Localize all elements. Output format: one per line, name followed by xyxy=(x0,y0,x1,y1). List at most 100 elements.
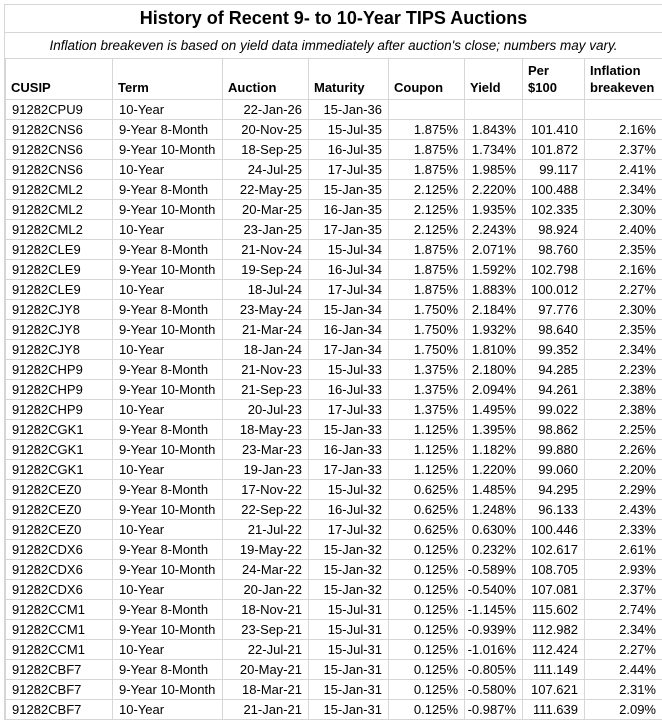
table-cell: 1.875% xyxy=(389,160,465,180)
table-cell: 21-Jan-21 xyxy=(223,700,309,720)
table-cell: 91282CJY8 xyxy=(6,340,113,360)
table-cell: 98.640 xyxy=(523,320,585,340)
table-cell: 17-Jan-34 xyxy=(309,340,389,360)
table-cell: 9-Year 10-Month xyxy=(113,440,223,460)
table-cell: 1.810% xyxy=(465,340,523,360)
table-cell: 21-Mar-24 xyxy=(223,320,309,340)
table-cell: 9-Year 10-Month xyxy=(113,620,223,640)
table-cell: 2.243% xyxy=(465,220,523,240)
table-cell: 9-Year 10-Month xyxy=(113,680,223,700)
table-cell: 24-Mar-22 xyxy=(223,560,309,580)
table-cell: 1.248% xyxy=(465,500,523,520)
table-cell: 9-Year 8-Month xyxy=(113,600,223,620)
table-cell: 22-Jan-26 xyxy=(223,100,309,120)
table-cell: 16-Jan-35 xyxy=(309,200,389,220)
table-cell: 15-Jul-31 xyxy=(309,640,389,660)
table-cell: 1.875% xyxy=(389,280,465,300)
table-cell: 2.071% xyxy=(465,240,523,260)
table-cell: 15-Jan-31 xyxy=(309,680,389,700)
table-cell: 2.16% xyxy=(585,260,662,280)
table-cell: 9-Year 8-Month xyxy=(113,180,223,200)
table-cell: 91282CDX6 xyxy=(6,580,113,600)
table-cell: 2.34% xyxy=(585,620,662,640)
table-cell: 2.33% xyxy=(585,520,662,540)
table-cell: 91282CBF7 xyxy=(6,660,113,680)
table-cell: 18-May-23 xyxy=(223,420,309,440)
table-cell: 2.30% xyxy=(585,300,662,320)
table-cell: 9-Year 10-Month xyxy=(113,500,223,520)
table-cell: 2.09% xyxy=(585,700,662,720)
table-cell: 91282CDX6 xyxy=(6,540,113,560)
table-cell: 16-Jan-33 xyxy=(309,440,389,460)
table-cell: 91282CCM1 xyxy=(6,640,113,660)
table-cell: 15-Jan-33 xyxy=(309,420,389,440)
table-cell: 0.125% xyxy=(389,620,465,640)
column-header: Auction xyxy=(223,59,309,100)
table-cell: 16-Jul-32 xyxy=(309,500,389,520)
table-cell: 1.125% xyxy=(389,440,465,460)
table-cell: 1.750% xyxy=(389,320,465,340)
table-cell: 91282CNS6 xyxy=(6,160,113,180)
table-cell: 9-Year 10-Month xyxy=(113,260,223,280)
table-cell: 91282CCM1 xyxy=(6,600,113,620)
table-cell: 23-May-24 xyxy=(223,300,309,320)
table-cell: 9-Year 8-Month xyxy=(113,540,223,560)
table-cell: 1.375% xyxy=(389,380,465,400)
table-cell: -1.016% xyxy=(465,640,523,660)
table-cell: 91282CML2 xyxy=(6,180,113,200)
table-cell: 91282CJY8 xyxy=(6,300,113,320)
table-cell: 2.125% xyxy=(389,200,465,220)
table-cell: -0.805% xyxy=(465,660,523,680)
table-cell: 2.61% xyxy=(585,540,662,560)
table-cell: 9-Year 8-Month xyxy=(113,660,223,680)
table-cell: 16-Jul-35 xyxy=(309,140,389,160)
table-cell: 98.862 xyxy=(523,420,585,440)
table-cell: 1.485% xyxy=(465,480,523,500)
table-cell: 2.74% xyxy=(585,600,662,620)
table-cell: 10-Year xyxy=(113,160,223,180)
table-cell: 2.34% xyxy=(585,340,662,360)
table-cell: 15-Jul-31 xyxy=(309,620,389,640)
table-cell: 102.798 xyxy=(523,260,585,280)
table-cell: 2.40% xyxy=(585,220,662,240)
table-cell: -0.939% xyxy=(465,620,523,640)
table-cell: 2.094% xyxy=(465,380,523,400)
table-cell: 1.875% xyxy=(389,140,465,160)
table-cell: 9-Year 8-Month xyxy=(113,360,223,380)
column-header: Inflation breakeven xyxy=(585,59,662,100)
table-cell: 2.35% xyxy=(585,320,662,340)
table-cell: 17-Jul-35 xyxy=(309,160,389,180)
table-cell: 1.220% xyxy=(465,460,523,480)
table-cell: 91282CGK1 xyxy=(6,460,113,480)
table-cell: 23-Jan-25 xyxy=(223,220,309,240)
table-cell: 96.133 xyxy=(523,500,585,520)
table-cell: 15-Jul-33 xyxy=(309,360,389,380)
table-cell: 2.180% xyxy=(465,360,523,380)
table-cell: 17-Jul-32 xyxy=(309,520,389,540)
table-cell: 91282CML2 xyxy=(6,200,113,220)
table-cell: 18-Mar-21 xyxy=(223,680,309,700)
table-cell: 100.446 xyxy=(523,520,585,540)
table-cell: 0.625% xyxy=(389,520,465,540)
table-cell: 91282CPU9 xyxy=(6,100,113,120)
table-cell: 9-Year 10-Month xyxy=(113,320,223,340)
table-cell: 2.38% xyxy=(585,400,662,420)
table-cell: 9-Year 10-Month xyxy=(113,140,223,160)
table-cell: 23-Mar-23 xyxy=(223,440,309,460)
table-cell: 99.352 xyxy=(523,340,585,360)
column-header: CUSIP xyxy=(6,59,113,100)
table-cell: 91282CCM1 xyxy=(6,620,113,640)
table-cell: 1.495% xyxy=(465,400,523,420)
